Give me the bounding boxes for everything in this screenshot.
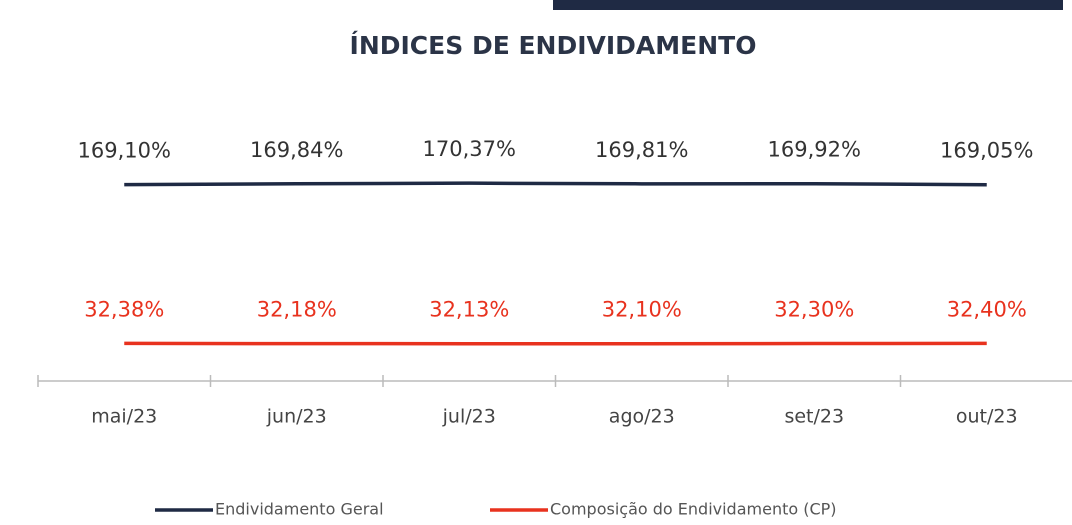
chart-title: ÍNDICES DE ENDIVIDAMENTO <box>350 31 757 60</box>
header-bar <box>553 0 1063 10</box>
data-label: 32,40% <box>947 297 1027 321</box>
x-tick-label: out/23 <box>956 406 1018 428</box>
data-label: 169,81% <box>595 138 688 162</box>
data-label: 169,05% <box>940 139 1033 163</box>
data-label: 32,30% <box>774 297 854 321</box>
x-tick-label: ago/23 <box>609 406 675 428</box>
x-tick-label: jul/23 <box>442 406 496 428</box>
series-line <box>124 181 987 187</box>
x-tick-label: jun/23 <box>266 406 327 428</box>
data-label: 169,92% <box>768 138 861 162</box>
legend-label: Composição do Endividamento (CP) <box>550 500 837 519</box>
data-label: 32,38% <box>84 297 164 321</box>
data-label: 32,18% <box>257 298 337 322</box>
data-label: 170,37% <box>423 137 516 161</box>
data-label: 32,10% <box>602 298 682 322</box>
legend-label: Endividamento Geral <box>215 500 384 519</box>
data-label: 169,84% <box>250 138 343 162</box>
data-label: 32,13% <box>429 298 509 322</box>
x-tick-label: set/23 <box>784 406 844 428</box>
data-label: 169,10% <box>78 139 171 163</box>
x-tick-label: mai/23 <box>91 406 157 428</box>
